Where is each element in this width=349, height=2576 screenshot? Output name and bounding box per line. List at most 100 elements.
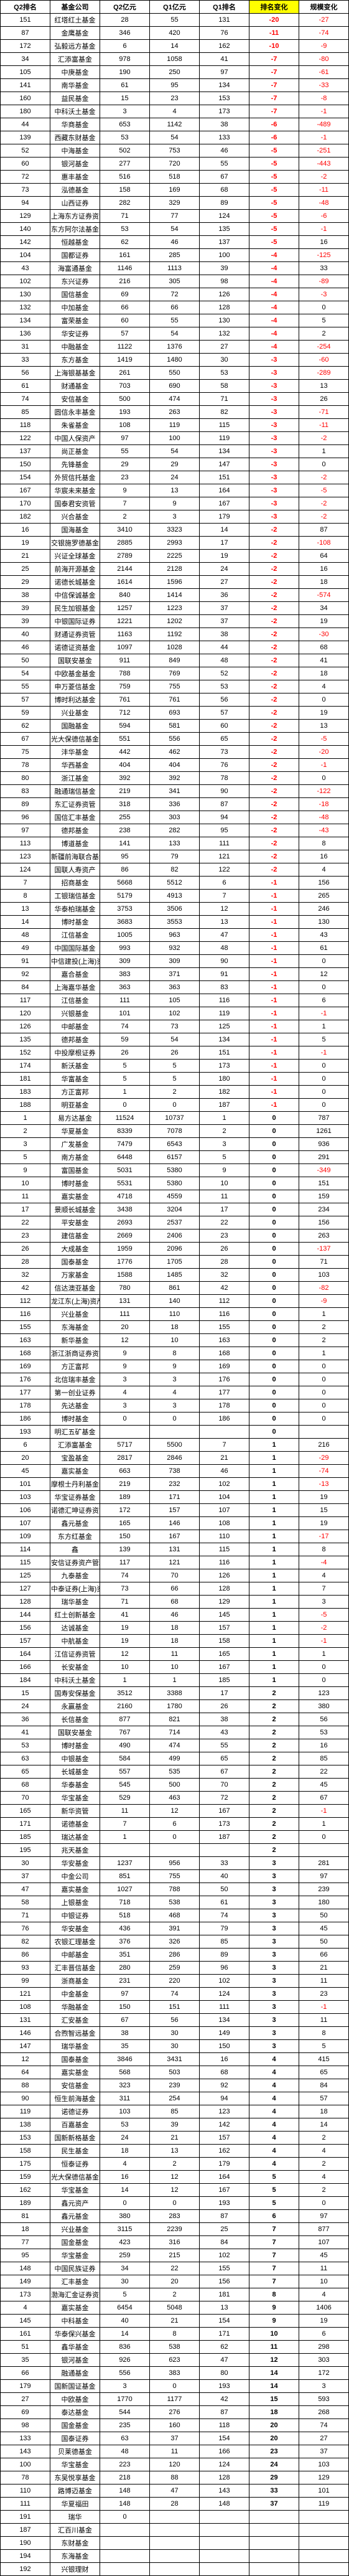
table-row: 47嘉实基金1027788503239 (1, 1883, 349, 1896)
cell: 556 (100, 2367, 150, 2380)
cell: 1 (249, 1635, 299, 1648)
cell: 52 (1, 144, 50, 157)
cell: 156 (299, 877, 349, 890)
cell: -11 (299, 184, 349, 197)
table-row: 139西藏东财基金5354133-6-1 (1, 131, 349, 144)
cell: 105 (150, 994, 200, 1007)
cell: 104 (200, 1491, 249, 1504)
cell: 186 (200, 1413, 249, 1426)
cell: 2406 (150, 1229, 200, 1243)
cell: 175 (1, 2158, 50, 2171)
cell: 179 (200, 2158, 249, 2171)
cell: 83 (1, 785, 50, 798)
cell: 7 (299, 1582, 349, 1596)
cell: 40 (100, 2315, 150, 2328)
cell: 72 (1, 171, 50, 184)
cell: -43 (299, 824, 349, 837)
cell: 3438 (100, 1203, 150, 1216)
cell: 国联人寿资产 (50, 863, 100, 877)
cell: 中海基金 (50, 144, 100, 157)
cell: 159 (1, 2171, 50, 2184)
cell: 2 (299, 327, 349, 341)
table-row: 131汇安基金6756134311 (1, 2014, 349, 2027)
cell: 38 (1, 589, 50, 602)
cell: 3 (100, 1373, 150, 1386)
cell: 26 (299, 393, 349, 406)
cell: 2 (249, 1726, 299, 1739)
cell: 44 (200, 641, 249, 654)
cell: 13 (150, 2145, 200, 2158)
cell: 30 (200, 354, 249, 367)
cell: 2 (299, 1321, 349, 1334)
table-row: 84上海嘉华基金36336383-10 (1, 981, 349, 994)
cell: 长信基金 (50, 1713, 100, 1726)
cell: -3 (249, 367, 299, 380)
cell: 235 (100, 2419, 150, 2432)
cell: 0 (100, 1413, 150, 1426)
cell: -9 (299, 40, 349, 53)
cell: 22 (200, 1216, 249, 1229)
cell: 53 (100, 223, 150, 236)
cell: 261 (100, 367, 150, 380)
cell: 26 (200, 1243, 249, 1256)
table-row: 69泰达基金5442768718268 (1, 2406, 349, 2419)
cell: 72 (150, 288, 200, 301)
cell: 53 (299, 1726, 349, 1739)
cell: 139 (100, 1543, 150, 1556)
table-row: 192兴银理财 (1, 2563, 349, 2576)
cell: 134 (200, 1033, 249, 1046)
cell: -1 (249, 1033, 299, 1046)
cell: 5 (299, 314, 349, 327)
cell: 128 (1, 1596, 50, 1609)
cell: 45 (299, 1779, 349, 1792)
cell: 0 (150, 1413, 200, 1426)
cell: 219 (100, 1478, 150, 1491)
cell: 234 (299, 1203, 349, 1216)
cell: 5 (150, 1073, 200, 1086)
cell: 268 (299, 2406, 349, 2419)
cell: -1 (299, 1046, 349, 1060)
cell: -7 (249, 105, 299, 118)
cell: 187 (200, 1831, 249, 1844)
cell: 254 (150, 2092, 200, 2105)
cell: 0 (299, 1831, 349, 1844)
table-row: 128瑞华基金716812913 (1, 1596, 349, 1609)
cell: 97 (1, 824, 50, 837)
cell: 115 (200, 1543, 249, 1556)
cell: 55 (150, 314, 200, 327)
cell: 华宝基金 (50, 2184, 100, 2197)
cell: 0 (150, 2197, 200, 2210)
cell: 85 (200, 1935, 249, 1948)
table-row: 80浙江基金39239278-20 (1, 772, 349, 785)
cell (150, 2563, 200, 2576)
cell: 137 (1, 445, 50, 458)
table-row: 148中国民族证券3422155711 (1, 2262, 349, 2275)
cell: 316 (150, 2236, 200, 2249)
cell: 168 (200, 1347, 249, 1360)
cell: -1 (249, 1099, 299, 1112)
cell: 0 (100, 2197, 150, 2210)
cell (299, 2563, 349, 2576)
cell: 150 (200, 2040, 249, 2053)
cell: 66 (150, 301, 200, 314)
cell: 97 (200, 66, 249, 79)
cell: 7 (200, 890, 249, 903)
cell: 193 (1, 1426, 50, 1439)
table-row: 174新沃基金55173-10 (1, 1060, 349, 1073)
cell: 323 (100, 2079, 150, 2092)
table-row: 87金鹰基金34642076-11-74 (1, 27, 349, 40)
cell: 62 (200, 2341, 249, 2354)
cell: 157 (200, 1622, 249, 1635)
cell: 280 (100, 1962, 150, 1975)
table-row: 122中国人保资产97100119-3-2 (1, 432, 349, 445)
cell: 0 (150, 1099, 200, 1112)
cell: 65 (299, 2066, 349, 2079)
cell: 255 (100, 811, 150, 824)
cell: 13 (200, 2301, 249, 2315)
cell: 1 (249, 1439, 299, 1452)
cell: 116 (200, 1308, 249, 1321)
table-row: 185瑞达基金1018720 (1, 1831, 349, 1844)
cell: 112 (200, 1295, 249, 1308)
cell: 圆信永丰基金 (50, 406, 100, 419)
cell: 尚正基金 (50, 445, 100, 458)
